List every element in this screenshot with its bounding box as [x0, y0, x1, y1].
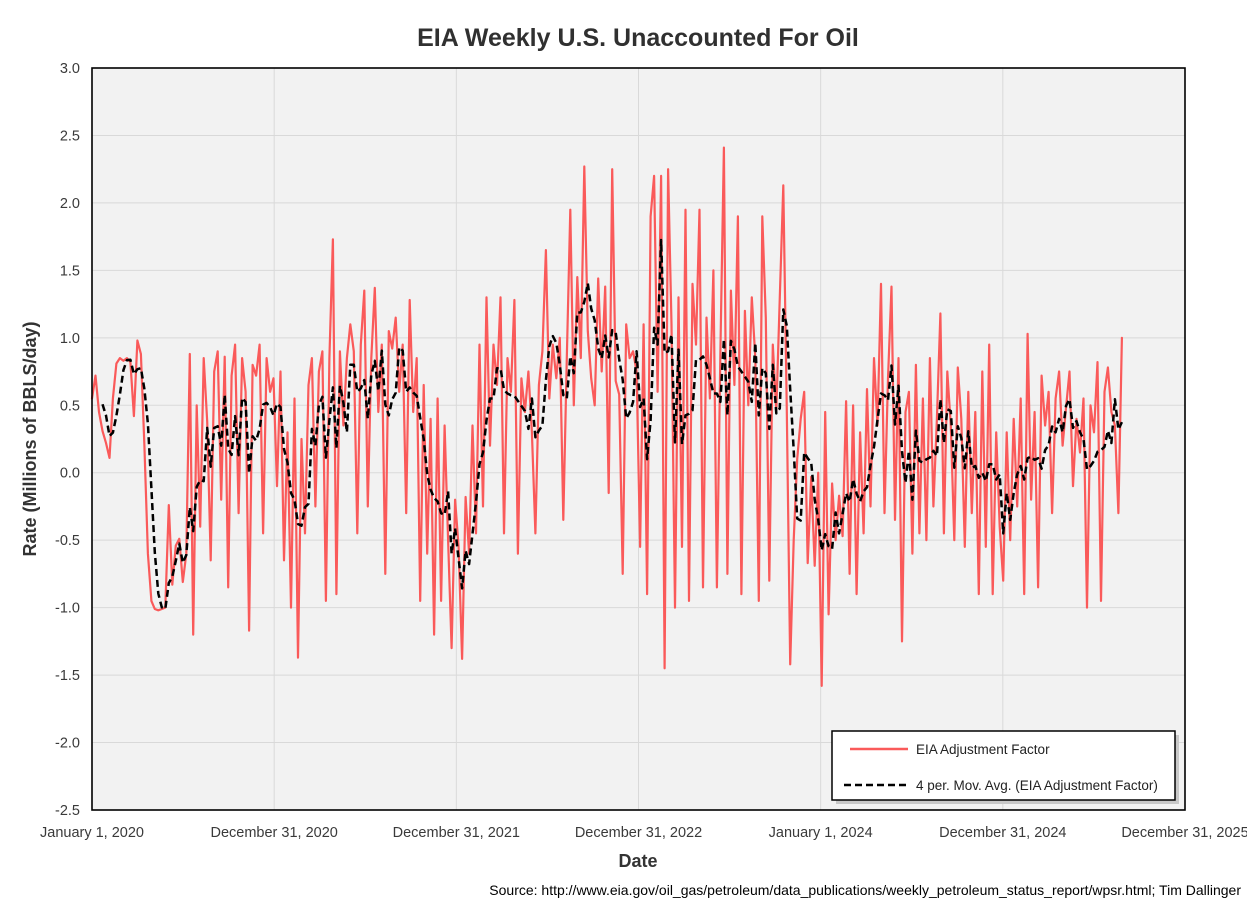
- y-tick-label: -1.0: [55, 601, 80, 617]
- x-tick-label: January 1, 2024: [769, 825, 873, 841]
- x-axis-tick-labels: January 1, 2020 December 31, 2020 December…: [40, 825, 1247, 841]
- x-tick-label: January 1, 2020: [40, 825, 144, 841]
- x-axis-title: Date: [618, 851, 657, 871]
- y-tick-label: 2.0: [60, 196, 80, 212]
- y-axis-tick-labels: 3.0 2.5 2.0 1.5 1.0 0.5 0.0 -0.5 -1.0 -1.5 -2.0 -2.…: [55, 61, 80, 819]
- y-tick-label: -0.5: [55, 533, 80, 549]
- y-tick-label: -1.5: [55, 668, 80, 684]
- series-line-adjustment-factor: [90, 146, 1124, 688]
- series-line-moving-average: [101, 238, 1124, 611]
- y-tick-label: -2.0: [55, 736, 80, 752]
- y-axis-title: Rate (Millions of BBLS/day): [20, 321, 40, 556]
- y-tick-label: 0.0: [60, 466, 80, 482]
- x-tick-label: December 31, 2020: [210, 825, 337, 841]
- legend-label-moving-avg: 4 per. Mov. Avg. (EIA Adjustment Factor): [916, 778, 1158, 793]
- data-series-group: [90, 146, 1124, 688]
- y-tick-label: 1.5: [60, 263, 80, 279]
- y-tick-label: 2.5: [60, 128, 80, 144]
- x-tick-label: December 31, 2025: [1121, 825, 1247, 841]
- y-tick-label: 3.0: [60, 61, 80, 77]
- chart-title: EIA Weekly U.S. Unaccounted For Oil: [417, 24, 859, 52]
- legend: EIA Adjustment Factor 4 per. Mov. Avg. (…: [831, 730, 1179, 804]
- source-citation: Source: http://www.eia.gov/oil_gas/petro…: [489, 882, 1241, 898]
- x-tick-label: December 31, 2022: [575, 825, 702, 841]
- y-tick-label: -2.5: [55, 803, 80, 819]
- y-tick-label: 0.5: [60, 398, 80, 414]
- legend-label-adjustment-factor: EIA Adjustment Factor: [916, 742, 1050, 757]
- x-tick-label: December 31, 2024: [939, 825, 1066, 841]
- legend-box: [831, 730, 1176, 801]
- x-tick-label: December 31, 2021: [393, 825, 520, 841]
- y-tick-label: 1.0: [60, 331, 80, 347]
- plot-border: [91, 67, 1186, 811]
